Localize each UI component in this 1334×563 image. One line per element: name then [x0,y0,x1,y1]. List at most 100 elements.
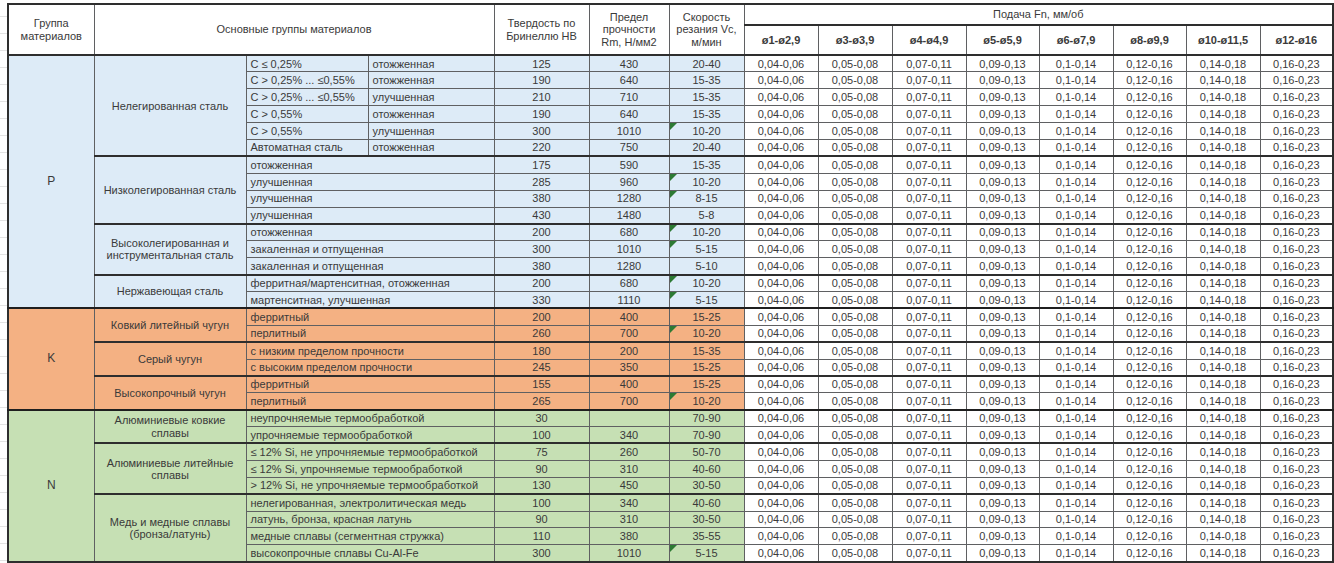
feed-value-cell[interactable]: 0,07-0,11 [892,494,966,511]
cutting-speed-cell[interactable]: 15-35 [669,72,744,89]
feed-value-cell[interactable]: 0,07-0,11 [892,376,966,393]
feed-value-cell[interactable]: 0,1-0,14 [1039,139,1113,156]
condition-cell[interactable]: латунь, бронза, красная латунь [246,511,494,528]
feed-value-cell[interactable]: 0,1-0,14 [1039,55,1113,72]
tensile-strength-cell[interactable]: 1280 [589,190,669,207]
feed-value-cell[interactable]: 0,16-0,23 [1260,72,1333,89]
header-feed-d8[interactable]: ø12-ø16 [1260,25,1333,55]
cutting-speed-cell[interactable]: 15-35 [669,89,744,106]
feed-value-cell[interactable]: 0,1-0,14 [1039,72,1113,89]
condition-cell[interactable]: закаленная и отпущенная [246,241,494,258]
feed-value-cell[interactable]: 0,04-0,06 [744,545,818,562]
feed-value-cell[interactable]: 0,14-0,18 [1186,72,1260,89]
feed-value-cell[interactable]: 0,09-0,13 [966,89,1039,106]
feed-value-cell[interactable]: 0,1-0,14 [1039,376,1113,393]
feed-value-cell[interactable]: 0,16-0,23 [1260,393,1333,410]
carbon-content-cell[interactable]: Автоматная сталь [246,139,368,156]
feed-value-cell[interactable]: 0,16-0,23 [1260,376,1333,393]
header-tensile-strength[interactable]: Предел прочности Rm, Н/мм2 [589,4,669,55]
cutting-speed-cell[interactable]: 30-50 [669,511,744,528]
tensile-strength-cell[interactable]: 640 [589,106,669,123]
tensile-strength-cell[interactable]: 380 [589,528,669,545]
feed-value-cell[interactable]: 0,09-0,13 [966,443,1039,460]
feed-value-cell[interactable]: 0,12-0,16 [1113,342,1186,359]
condition-cell[interactable]: > 12% Si, не упрочняемые термообработкой [246,477,494,494]
header-cutting-speed[interactable]: Скорость резания Vc, м/мин [669,4,744,55]
feed-value-cell[interactable]: 0,07-0,11 [892,528,966,545]
feed-value-cell[interactable]: 0,16-0,23 [1260,342,1333,359]
condition-cell[interactable]: ≤ 12% Si, не упрочняемые термообработкой [246,443,494,460]
tensile-strength-cell[interactable]: 1110 [589,291,669,308]
feed-value-cell[interactable]: 0,04-0,06 [744,55,818,72]
cutting-speed-cell[interactable]: 10-20 [669,393,744,410]
feed-value-cell[interactable]: 0,1-0,14 [1039,106,1113,123]
feed-value-cell[interactable]: 0,14-0,18 [1186,494,1260,511]
header-feed-d7[interactable]: ø10-ø11,5 [1186,25,1260,55]
feed-value-cell[interactable]: 0,12-0,16 [1113,443,1186,460]
header-main-material-groups[interactable]: Основные группы материалов [94,4,494,55]
feed-value-cell[interactable]: 0,04-0,06 [744,291,818,308]
hardness-cell[interactable]: 90 [494,511,589,528]
family-name-cell[interactable]: Серый чугун [94,342,246,376]
feed-value-cell[interactable]: 0,07-0,11 [892,410,966,427]
feed-value-cell[interactable]: 0,04-0,06 [744,342,818,359]
feed-value-cell[interactable]: 0,12-0,16 [1113,207,1186,224]
cutting-speed-cell[interactable]: 15-35 [669,156,744,173]
feed-value-cell[interactable]: 0,16-0,23 [1260,359,1333,376]
hardness-cell[interactable]: 380 [494,258,589,275]
feed-value-cell[interactable]: 0,14-0,18 [1186,123,1260,140]
tensile-strength-cell[interactable]: 700 [589,393,669,410]
feed-value-cell[interactable]: 0,05-0,08 [818,443,892,460]
feed-value-cell[interactable]: 0,07-0,11 [892,156,966,173]
feed-value-cell[interactable]: 0,1-0,14 [1039,359,1113,376]
feed-value-cell[interactable]: 0,12-0,16 [1113,308,1186,325]
feed-value-cell[interactable]: 0,05-0,08 [818,123,892,140]
hardness-cell[interactable]: 330 [494,291,589,308]
feed-value-cell[interactable]: 0,12-0,16 [1113,275,1186,292]
cutting-speed-cell[interactable]: 15-35 [669,106,744,123]
condition-cell[interactable]: отожженная [368,55,494,72]
feed-value-cell[interactable]: 0,12-0,16 [1113,173,1186,190]
feed-value-cell[interactable]: 0,16-0,23 [1260,106,1333,123]
feed-value-cell[interactable]: 0,07-0,11 [892,173,966,190]
condition-cell[interactable]: закаленная и отпущенная [246,258,494,275]
feed-value-cell[interactable]: 0,12-0,16 [1113,494,1186,511]
feed-value-cell[interactable]: 0,16-0,23 [1260,190,1333,207]
cutting-speed-cell[interactable]: 30-50 [669,477,744,494]
feed-value-cell[interactable]: 0,09-0,13 [966,359,1039,376]
feed-value-cell[interactable]: 0,09-0,13 [966,275,1039,292]
condition-cell[interactable]: отожженная [246,156,494,173]
feed-value-cell[interactable]: 0,07-0,11 [892,275,966,292]
cutting-speed-cell[interactable]: 8-15 [669,190,744,207]
feed-value-cell[interactable]: 0,04-0,06 [744,190,818,207]
tensile-strength-cell[interactable]: 200 [589,342,669,359]
feed-value-cell[interactable]: 0,1-0,14 [1039,460,1113,477]
hardness-cell[interactable]: 260 [494,325,589,342]
hardness-cell[interactable]: 110 [494,528,589,545]
feed-value-cell[interactable]: 0,12-0,16 [1113,325,1186,342]
feed-value-cell[interactable]: 0,14-0,18 [1186,325,1260,342]
feed-value-cell[interactable]: 0,14-0,18 [1186,207,1260,224]
feed-value-cell[interactable]: 0,04-0,06 [744,89,818,106]
feed-value-cell[interactable]: 0,09-0,13 [966,190,1039,207]
feed-value-cell[interactable]: 0,09-0,13 [966,106,1039,123]
feed-value-cell[interactable]: 0,14-0,18 [1186,89,1260,106]
group-code-cell[interactable]: P [8,55,94,308]
feed-value-cell[interactable]: 0,04-0,06 [744,494,818,511]
header-brinell-hardness[interactable]: Твердость по Бринеллю HB [494,4,589,55]
feed-value-cell[interactable]: 0,12-0,16 [1113,156,1186,173]
feed-value-cell[interactable]: 0,05-0,08 [818,207,892,224]
hardness-cell[interactable]: 190 [494,106,589,123]
feed-value-cell[interactable]: 0,04-0,06 [744,106,818,123]
feed-value-cell[interactable]: 0,14-0,18 [1186,190,1260,207]
family-name-cell[interactable]: Нелегированная сталь [94,55,246,156]
feed-value-cell[interactable]: 0,04-0,06 [744,224,818,241]
feed-value-cell[interactable]: 0,16-0,23 [1260,173,1333,190]
carbon-content-cell[interactable]: C > 0,25% ... ≤0,55% [246,72,368,89]
feed-value-cell[interactable]: 0,07-0,11 [892,89,966,106]
family-name-cell[interactable]: Алюминиевые ковкие сплавы [94,410,246,444]
feed-value-cell[interactable]: 0,12-0,16 [1113,241,1186,258]
feed-value-cell[interactable]: 0,16-0,23 [1260,139,1333,156]
feed-value-cell[interactable]: 0,1-0,14 [1039,393,1113,410]
feed-value-cell[interactable]: 0,05-0,08 [818,139,892,156]
